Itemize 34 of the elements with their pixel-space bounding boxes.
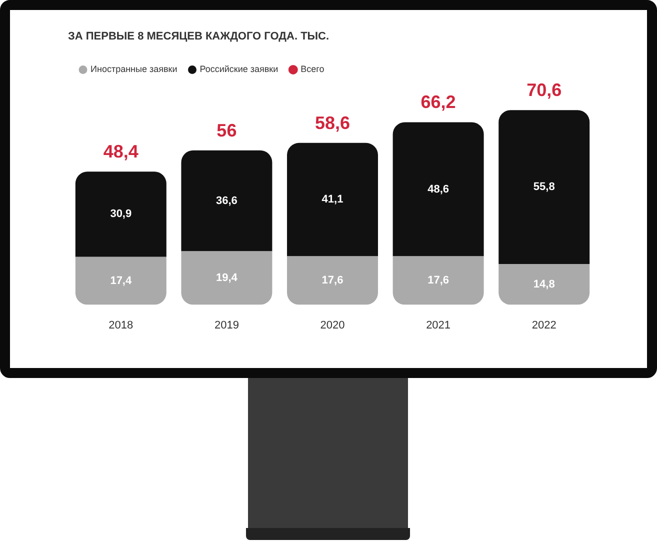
data-label: 41,1 <box>322 194 344 206</box>
data-label: 48,6 <box>428 183 450 196</box>
legend-label: Всего <box>300 64 324 74</box>
bar <box>287 256 378 305</box>
bar <box>498 110 590 264</box>
data-label: 19,4 <box>216 272 238 284</box>
bar <box>287 142 378 256</box>
bar <box>498 264 590 305</box>
bar <box>181 150 272 252</box>
x-tick-label: 2018 <box>108 319 134 332</box>
x-tick-label: 2022 <box>532 319 556 332</box>
chart-title: ЗА ПЕРВЫЕ 8 МЕСЯЦЕВ КАЖДОГО ГОДА. ТЫС. <box>68 30 330 43</box>
total-label: 66,2 <box>420 92 456 112</box>
bar <box>181 251 272 305</box>
bar <box>392 122 484 256</box>
data-label: 17,6 <box>322 274 344 287</box>
data-label: 17,4 <box>110 274 132 287</box>
data-label: 55,8 <box>533 181 555 194</box>
legend-label: Иностранные заявки <box>90 64 178 74</box>
total-label: 58,6 <box>314 112 350 133</box>
bar <box>392 256 484 305</box>
total-label: 48,4 <box>103 142 138 162</box>
data-label: 14,8 <box>533 278 555 290</box>
data-label: 36,6 <box>216 194 238 207</box>
bar <box>75 256 166 305</box>
data-label: 17,6 <box>428 274 450 287</box>
legend-label: Российские заявки <box>200 64 278 74</box>
x-tick-label: 2019 <box>214 319 239 332</box>
x-tick-label: 2020 <box>320 319 345 332</box>
x-tick-label: 2021 <box>426 319 451 332</box>
total-label: 70,6 <box>526 80 562 100</box>
data-label: 30,9 <box>110 208 132 220</box>
total-label: 56 <box>216 120 237 140</box>
bar <box>75 172 166 257</box>
